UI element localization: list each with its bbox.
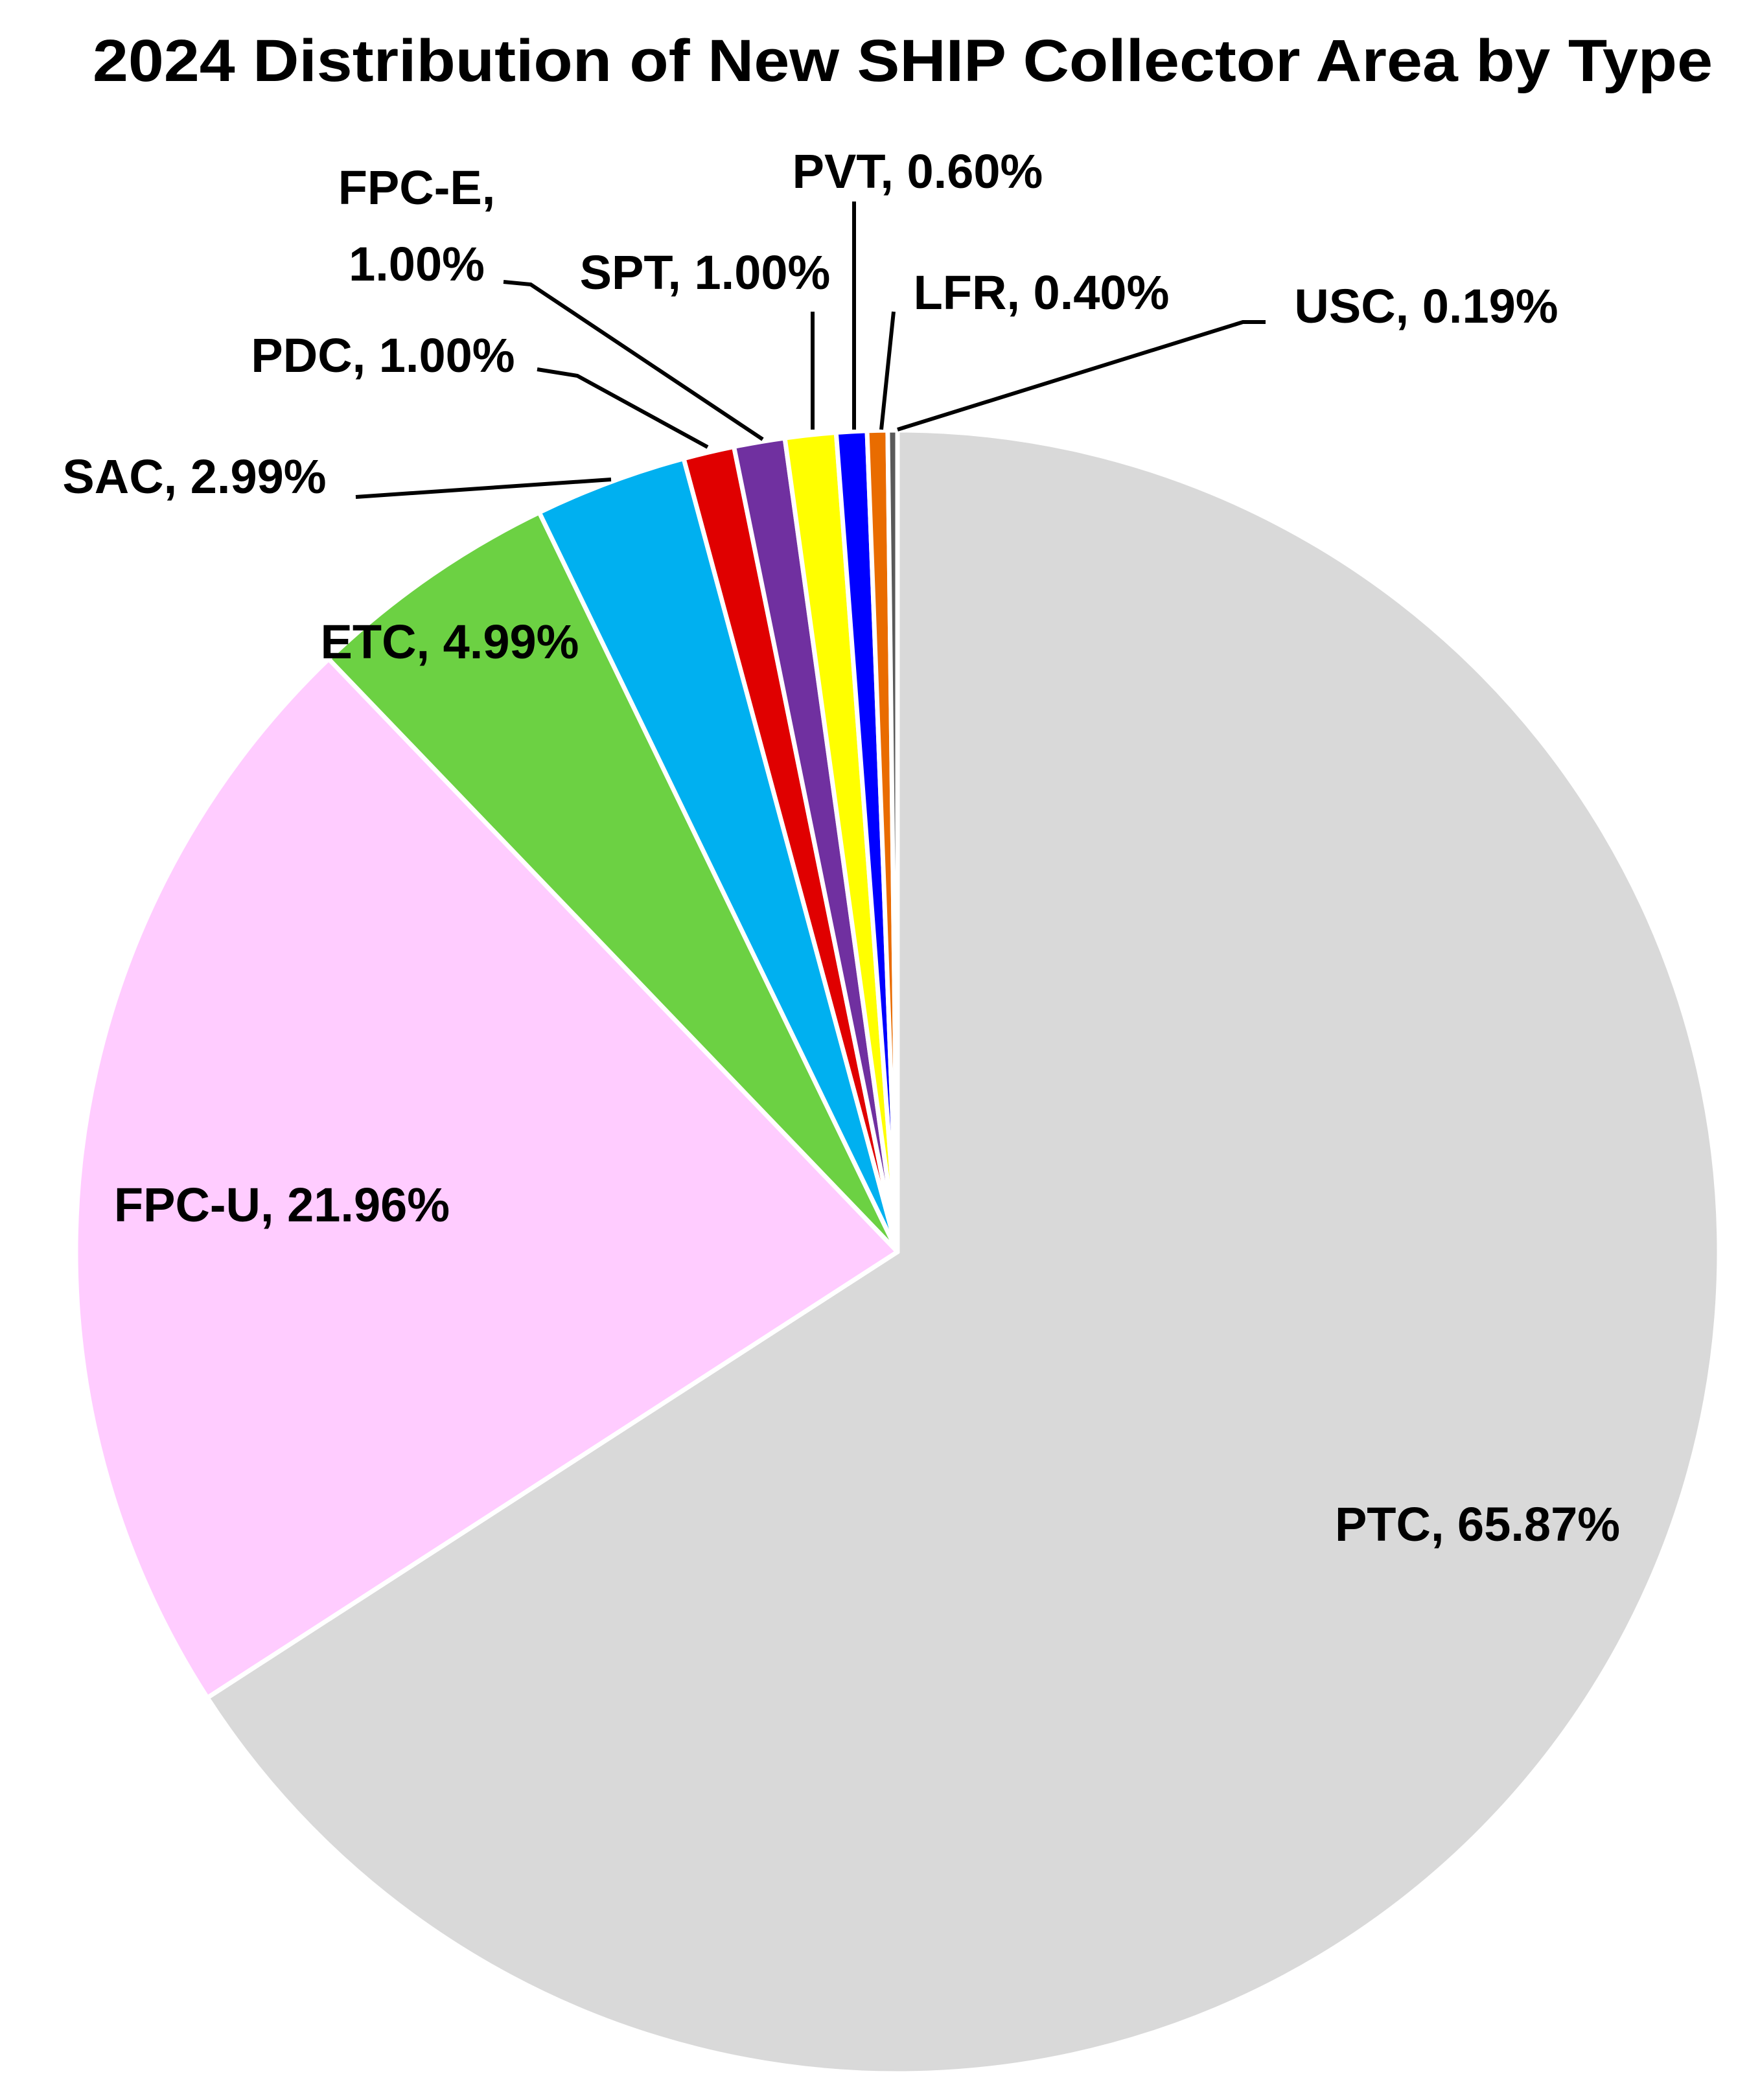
data-label-pdc: PDC, 1.00% bbox=[251, 329, 515, 382]
data-label-fpc-u: FPC-U, 21.96% bbox=[114, 1178, 450, 1232]
chart-title: 2024 Distribution of New SHIP Collector … bbox=[93, 28, 1713, 94]
data-label-etc: ETC, 4.99% bbox=[321, 615, 579, 669]
data-label-ptc: PTC, 65.87% bbox=[1335, 1497, 1620, 1551]
data-label-sac: SAC, 2.99% bbox=[62, 450, 326, 503]
pie-slice-sac bbox=[537, 456, 900, 1254]
data-label-pvt: PVT, 0.60% bbox=[793, 144, 1043, 198]
data-label-lfr: LFR, 0.40% bbox=[914, 266, 1170, 319]
pie-slice-usc bbox=[885, 428, 900, 1254]
pie-slice-fpc-u bbox=[73, 656, 900, 1700]
leader-line-fpc-e bbox=[503, 280, 764, 441]
leader-line-lfr bbox=[879, 311, 896, 430]
pie-slices bbox=[73, 428, 1722, 2076]
leader-line-sac bbox=[355, 478, 612, 499]
pie-slice-ptc bbox=[205, 428, 1722, 2076]
data-label-usc: USC, 0.19% bbox=[1294, 279, 1558, 333]
data-label-spt: SPT, 1.00% bbox=[580, 246, 831, 299]
data-label-fpc-e-line2: 1.00% bbox=[349, 237, 485, 291]
pie-slice-etc bbox=[326, 510, 900, 1254]
data-label-fpc-e-line1: FPC-E, bbox=[338, 161, 496, 214]
leader-line-pdc bbox=[537, 367, 709, 449]
leader-line-usc bbox=[897, 320, 1266, 432]
